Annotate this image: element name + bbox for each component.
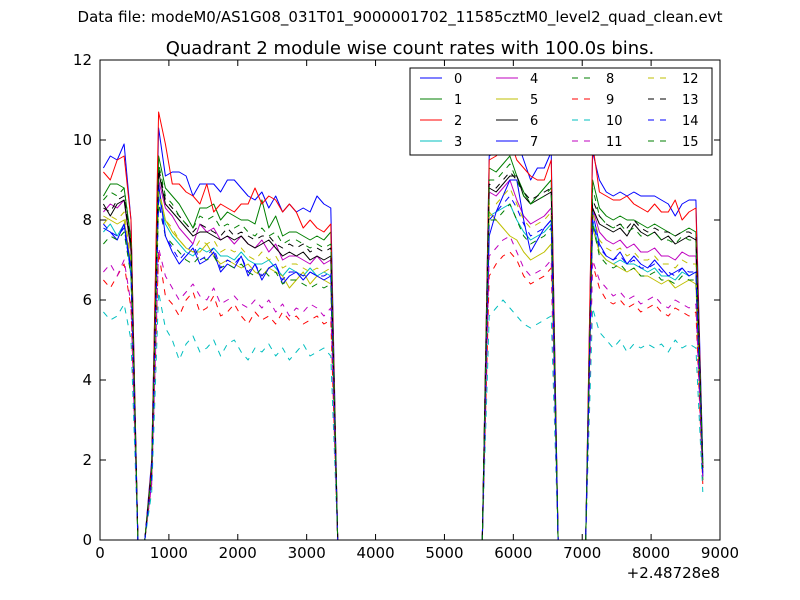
x-tick-label: 5000 — [425, 544, 463, 562]
series-line-8 — [103, 203, 704, 541]
y-tick-label: 0 — [82, 531, 92, 549]
series-line-13 — [103, 167, 704, 541]
legend-label-10: 10 — [606, 114, 623, 129]
series-line-5 — [103, 187, 704, 541]
y-tick-label: 12 — [73, 51, 92, 69]
x-tick-label: 8000 — [632, 544, 670, 562]
x-tick-label: 7000 — [563, 544, 601, 562]
x-offset-label: +2.48728e8 — [627, 564, 720, 582]
series-line-1 — [102, 155, 704, 541]
series-line-4 — [103, 179, 704, 541]
legend-label-9: 9 — [606, 93, 614, 108]
y-tick-label: 8 — [82, 211, 92, 229]
series-line-9 — [103, 251, 704, 541]
series-line-7 — [103, 179, 704, 541]
x-tick-label: 4000 — [356, 544, 394, 562]
series-line-14 — [103, 195, 704, 541]
ticks-layer: 0 1000 2000 3000 4000 5000 6000 7000 8000 9000 0 2 4… — [73, 51, 739, 562]
legend-label-2: 2 — [454, 114, 462, 129]
y-tick-label: 6 — [82, 291, 92, 309]
legend-label-7: 7 — [530, 135, 538, 150]
series-line-2 — [103, 111, 704, 541]
series-layer — [102, 111, 704, 541]
legend-label-0: 0 — [454, 72, 462, 87]
x-tick-label: 0 — [95, 544, 105, 562]
legend-label-13: 13 — [682, 93, 699, 108]
legend-label-1: 1 — [454, 93, 462, 108]
series-line-0 — [102, 127, 704, 541]
y-tick-label: 10 — [73, 131, 92, 149]
x-tick-label: 6000 — [494, 544, 532, 562]
legend-label-5: 5 — [530, 93, 538, 108]
legend-label-15: 15 — [682, 135, 699, 150]
legend-label-3: 3 — [454, 135, 462, 150]
legend-label-8: 8 — [606, 72, 614, 87]
x-tick-label: 2000 — [219, 544, 257, 562]
legend-label-14: 14 — [682, 114, 699, 129]
legend-label-6: 6 — [530, 114, 538, 129]
legend-label-11: 11 — [606, 135, 623, 150]
series-line-15 — [103, 163, 704, 541]
y-tick-label: 4 — [82, 371, 92, 389]
x-tick-label: 3000 — [288, 544, 326, 562]
legend-label-12: 12 — [682, 72, 699, 87]
figure-suptitle: Data file: modeM0/AS1G08_031T01_90000017… — [77, 8, 723, 26]
legend-label-4: 4 — [530, 72, 538, 87]
y-tick-label: 2 — [82, 451, 92, 469]
x-tick-label: 9000 — [701, 544, 739, 562]
series-line-3 — [103, 195, 704, 541]
chart-title: Quadrant 2 module wise count rates with … — [166, 38, 655, 59]
series-line-12 — [103, 187, 704, 541]
series-line-11 — [103, 235, 704, 541]
x-tick-label: 1000 — [150, 544, 188, 562]
series-line-10 — [103, 291, 704, 541]
